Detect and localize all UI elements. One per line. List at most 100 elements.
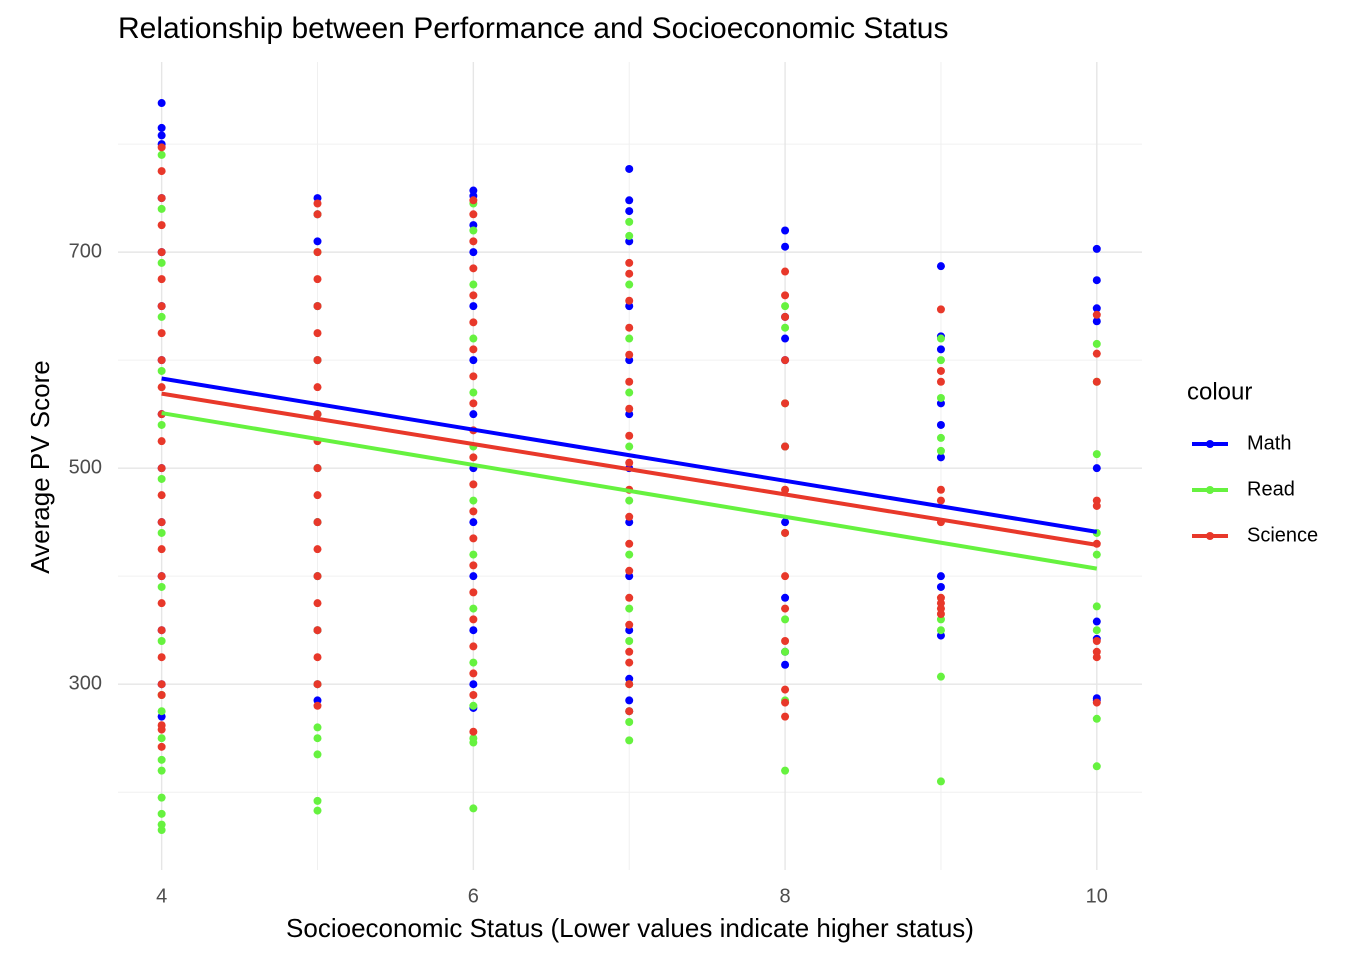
x-tick-label: 6 <box>468 885 479 907</box>
trend-line <box>161 376 1098 534</box>
point <box>469 701 478 710</box>
point <box>781 267 790 276</box>
point <box>157 491 166 500</box>
point <box>469 248 478 257</box>
point <box>469 226 478 235</box>
point <box>157 734 166 743</box>
point <box>781 647 790 656</box>
point <box>313 248 322 257</box>
x-tick-label: 8 <box>780 885 791 907</box>
point <box>625 604 634 613</box>
point <box>157 167 166 176</box>
point <box>625 658 634 667</box>
point <box>781 312 790 321</box>
x-tick-label: 10 <box>1086 885 1108 907</box>
point <box>469 496 478 505</box>
point <box>625 231 634 240</box>
point <box>936 572 945 581</box>
point <box>781 291 790 300</box>
point <box>781 593 790 602</box>
point <box>313 237 322 246</box>
point <box>625 736 634 745</box>
point <box>469 691 478 700</box>
trend-line <box>161 411 1098 571</box>
point <box>157 123 166 132</box>
point <box>781 518 790 527</box>
point <box>469 264 478 273</box>
point <box>469 561 478 570</box>
point <box>469 588 478 597</box>
legend-label: Math <box>1247 432 1291 454</box>
point <box>469 399 478 408</box>
point <box>157 356 166 365</box>
point <box>1092 550 1101 559</box>
point <box>625 280 634 289</box>
point <box>469 727 478 736</box>
point <box>1092 276 1101 285</box>
point <box>625 377 634 386</box>
point <box>157 680 166 689</box>
point <box>469 388 478 397</box>
point <box>781 685 790 694</box>
point <box>781 766 790 775</box>
point <box>469 604 478 613</box>
point <box>157 582 166 591</box>
point <box>157 420 166 429</box>
point <box>625 207 634 216</box>
point <box>313 701 322 710</box>
point <box>157 528 166 537</box>
point <box>781 636 790 645</box>
point <box>313 806 322 815</box>
point <box>936 393 945 402</box>
point <box>313 491 322 500</box>
point <box>157 312 166 321</box>
point <box>157 474 166 483</box>
point <box>936 609 945 618</box>
point <box>157 99 166 108</box>
point <box>625 636 634 645</box>
point <box>313 464 322 473</box>
point <box>625 442 634 451</box>
point <box>1092 602 1101 611</box>
point <box>469 345 478 354</box>
legend-title: colour <box>1187 378 1252 405</box>
point <box>313 723 322 732</box>
point <box>1092 244 1101 253</box>
point <box>625 431 634 440</box>
point <box>625 217 634 226</box>
legend-key-point <box>1206 532 1214 540</box>
point <box>313 599 322 608</box>
point <box>781 660 790 669</box>
point <box>157 636 166 645</box>
point <box>936 356 945 365</box>
point <box>1092 762 1101 771</box>
point <box>625 550 634 559</box>
point <box>469 615 478 624</box>
point <box>157 258 166 267</box>
chart-title: Relationship between Performance and Soc… <box>118 12 948 45</box>
x-axis-label: Socioeconomic Status (Lower values indic… <box>286 913 974 943</box>
trend-line <box>161 391 1098 547</box>
point <box>469 196 478 205</box>
point <box>157 691 166 700</box>
point <box>157 221 166 230</box>
point <box>469 804 478 813</box>
point <box>936 446 945 455</box>
point <box>469 534 478 543</box>
point <box>625 718 634 727</box>
point <box>936 626 945 635</box>
point <box>625 350 634 359</box>
point <box>1092 653 1101 662</box>
point <box>936 433 945 442</box>
point <box>781 323 790 332</box>
point <box>936 377 945 386</box>
legend-label: Read <box>1247 478 1295 500</box>
point <box>469 334 478 343</box>
point <box>469 280 478 289</box>
point <box>936 496 945 505</box>
point <box>157 383 166 392</box>
point <box>157 766 166 775</box>
point <box>157 143 166 152</box>
